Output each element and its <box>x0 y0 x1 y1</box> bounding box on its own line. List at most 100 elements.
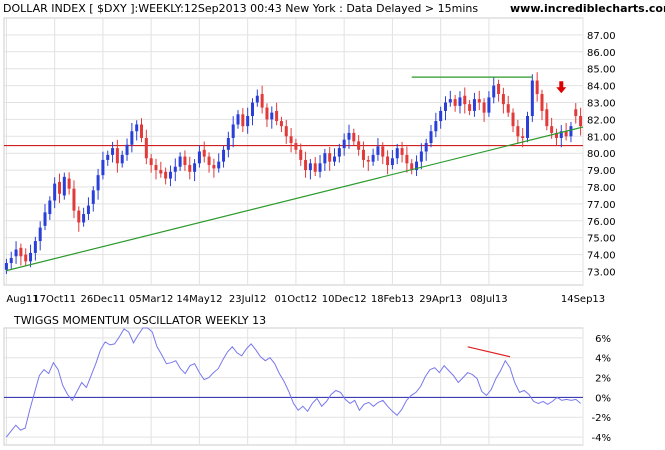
signal-arrow <box>556 81 567 94</box>
chart-title: DOLLAR INDEX [ $DXY ]:WEEKLY:12Sep2013 0… <box>3 2 478 15</box>
price-x-tick-label: 01Oct12 <box>275 294 318 305</box>
candle-body <box>299 149 303 160</box>
candle-body <box>434 121 438 132</box>
candle-body <box>9 257 13 264</box>
candle-body <box>38 227 42 242</box>
candle-body <box>559 131 563 138</box>
candle-body <box>67 178 71 189</box>
candle-body <box>463 95 467 105</box>
price-x-tick-label: 14Sep13 <box>561 294 605 305</box>
price-y-tick-label: 73.00 <box>587 267 616 278</box>
price-y-tick-label: 76.00 <box>587 217 616 228</box>
candle-body <box>111 148 115 155</box>
candle-body <box>19 247 23 257</box>
candle-body <box>323 153 327 164</box>
candle-body <box>530 80 534 117</box>
candle-body <box>506 104 510 113</box>
candle-body <box>357 141 361 150</box>
candle-body <box>304 159 308 171</box>
candle-body <box>366 159 370 162</box>
price-y-tick-label: 75.00 <box>587 234 616 245</box>
candle-body <box>526 116 530 138</box>
price-y-tick-label: 85.00 <box>587 65 616 76</box>
price-x-tick-label: 17Oct11 <box>33 294 76 305</box>
candle-body <box>410 163 414 171</box>
price-y-tick-label: 80.00 <box>587 149 616 160</box>
candle-body <box>371 154 375 162</box>
price-y-tick-label: 74.00 <box>587 251 616 262</box>
candle-body <box>212 165 216 169</box>
candle-body <box>482 102 486 113</box>
candle-body <box>337 148 341 157</box>
candle-body <box>101 159 105 176</box>
candle-body <box>183 156 187 166</box>
candle-body <box>579 116 583 127</box>
candle-body <box>521 136 525 138</box>
candle-body <box>511 112 515 127</box>
candle-body <box>477 99 481 103</box>
candle-body <box>569 126 573 137</box>
oscillator-y-tick-label: -2% <box>592 413 611 424</box>
candle-body <box>328 153 332 162</box>
candle-body <box>120 154 124 164</box>
price-frame <box>3 17 584 286</box>
candle-body <box>275 110 279 122</box>
price-x-tick-label: 08Jul13 <box>470 294 508 305</box>
price-x-tick-label: 14May12 <box>176 294 222 305</box>
candle-body <box>405 154 409 164</box>
candle-body <box>376 146 380 155</box>
candle-body <box>140 124 144 138</box>
candle-body <box>91 190 95 204</box>
candle-body <box>106 154 110 160</box>
candle-body <box>574 109 578 117</box>
candle-body <box>4 263 8 270</box>
candle-body <box>492 85 496 98</box>
price-x-tick-label: 29Apr13 <box>419 294 462 305</box>
price-x-tick-label: Aug11 <box>6 294 38 305</box>
candle-body <box>222 149 226 162</box>
candle-body <box>29 252 33 262</box>
candle-body <box>33 241 37 253</box>
candle-body <box>439 110 443 122</box>
candle-body <box>497 83 501 95</box>
candle-body <box>255 95 259 103</box>
candle-body <box>540 94 544 111</box>
candle-body <box>241 114 245 127</box>
candle-body <box>217 161 221 169</box>
divergence-line <box>467 346 511 358</box>
candle-body <box>415 161 419 171</box>
candle-body <box>545 109 549 127</box>
candle-body <box>381 146 385 157</box>
candle-body <box>390 158 394 166</box>
candle-body <box>318 163 322 172</box>
oscillator-y-tick-label: 2% <box>595 374 611 385</box>
candle-body <box>53 183 57 201</box>
candle-body <box>202 149 206 157</box>
candle-body <box>400 148 404 155</box>
candle-body <box>308 163 312 171</box>
candle-body <box>265 107 269 120</box>
candle-body <box>246 116 250 127</box>
price-y-tick-label: 82.00 <box>587 115 616 126</box>
candle-body <box>173 166 177 172</box>
trend-line <box>6 126 584 272</box>
candle-body <box>14 249 18 257</box>
candle-body <box>168 171 172 179</box>
candle-body <box>429 131 433 144</box>
candle-body <box>270 112 274 120</box>
candle-body <box>386 156 390 166</box>
candle-body <box>453 99 457 106</box>
price-y-tick-label: 86.00 <box>587 48 616 59</box>
price-x-tick-label: 10Dec12 <box>322 294 367 305</box>
price-x-tick-label: 18Feb13 <box>371 294 414 305</box>
candle-body <box>144 137 148 159</box>
candle-body <box>250 102 254 117</box>
oscillator-line <box>6 327 581 438</box>
candle-body <box>207 156 211 166</box>
candle-body <box>178 156 182 167</box>
price-panel: 73.00 74.00 75.00 76.00 77.00 78.00 79.00 80.00… <box>3 17 616 305</box>
price-x-tick-label: 23Jul12 <box>229 294 267 305</box>
candle-body <box>62 176 66 196</box>
candle-body <box>57 181 61 194</box>
price-y-tick-label: 83.00 <box>587 98 616 109</box>
